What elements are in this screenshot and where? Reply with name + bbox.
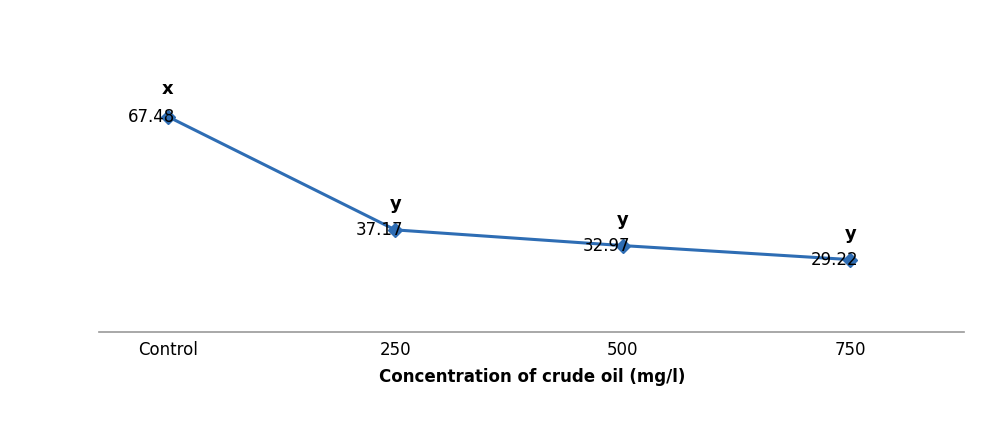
Text: 32.97: 32.97 <box>583 237 630 255</box>
X-axis label: Concentration of crude oil (mg/l): Concentration of crude oil (mg/l) <box>379 368 685 385</box>
Text: x: x <box>162 80 174 98</box>
Text: y: y <box>617 211 628 229</box>
Text: 37.17: 37.17 <box>356 221 403 239</box>
Text: y: y <box>390 195 402 213</box>
Text: y: y <box>845 225 856 243</box>
Text: 67.48: 67.48 <box>128 108 175 125</box>
Text: 29.22: 29.22 <box>811 251 858 269</box>
